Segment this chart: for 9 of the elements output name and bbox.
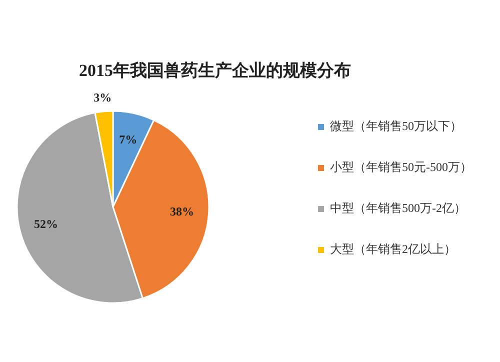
data-label: 52% bbox=[34, 217, 58, 232]
data-label: 3% bbox=[94, 90, 112, 104]
legend-label: 大型（年销售2亿以上） bbox=[330, 242, 456, 256]
data-label: 38% bbox=[170, 204, 194, 218]
legend-label: 微型（年销售50万以下） bbox=[330, 119, 462, 133]
data-label: 7% bbox=[119, 132, 138, 147]
chart-title: 2015年我国兽药生产企业的规模分布 bbox=[79, 61, 351, 80]
legend-label: 中型（年销售500万-2亿） bbox=[330, 201, 466, 215]
legend-label: 小型（年销售50元-500万） bbox=[330, 160, 472, 174]
